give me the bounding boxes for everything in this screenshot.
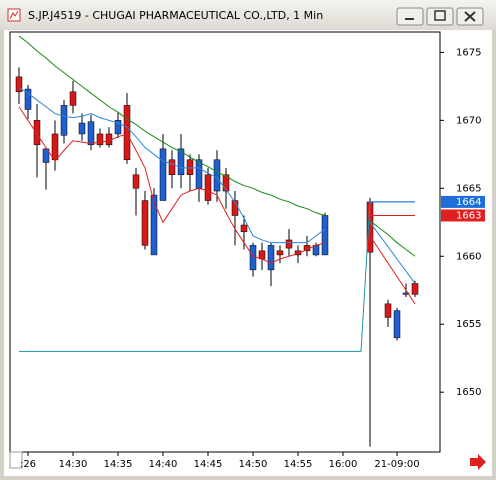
y-tick-label: 1650 (456, 387, 481, 398)
candle-body (213, 159, 221, 192)
candle-body (141, 200, 149, 246)
candle-body (159, 148, 167, 201)
candle-body (42, 148, 50, 163)
x-tick-label: 14:35 (104, 459, 133, 470)
x-tick-label: 14:50 (239, 459, 268, 470)
window-title: S.JP.J4519 - CHUGAI PHARMACEUTICAL CO.,L… (28, 9, 323, 22)
candle-body (177, 148, 185, 175)
y-tick-label: 1660 (456, 251, 481, 262)
candle-body (294, 250, 302, 256)
candle-body (267, 245, 275, 271)
candle-body (114, 120, 122, 135)
x-tick-label: 14:40 (149, 459, 178, 470)
candle-body (15, 76, 23, 93)
candle-body (384, 303, 392, 318)
candle-body (276, 250, 284, 256)
candle-body (411, 283, 419, 295)
candle-body (240, 224, 248, 233)
app-icon-glyph (9, 10, 19, 20)
x-tick-label: 21-09:00 (374, 459, 419, 470)
y-tick-label: 1675 (456, 47, 481, 58)
maximize-button[interactable] (426, 7, 454, 26)
candle-body (123, 105, 131, 161)
candle-body (60, 105, 68, 136)
candle-body (393, 310, 401, 339)
candle-body (204, 174, 212, 201)
candle-body (150, 194, 158, 256)
price-tag (441, 195, 485, 208)
x-tick-label: 16:00 (329, 459, 358, 470)
x-tick-label: 14:45 (194, 459, 223, 470)
line-series (18, 106, 416, 305)
scroll-box[interactable] (9, 451, 23, 469)
candle-body (249, 245, 257, 271)
price-tag-label: 1664 (456, 197, 481, 208)
candle-body (132, 174, 140, 189)
candle-body (33, 120, 41, 146)
candle-body (285, 239, 293, 249)
x-tick-label: 14:30 (59, 459, 88, 470)
candle-body (222, 174, 230, 192)
candle-body (186, 159, 194, 175)
line-series (18, 87, 416, 284)
candle-body (87, 121, 95, 146)
candle-body (96, 133, 104, 146)
candle-body (24, 88, 32, 110)
scroll-arrow[interactable] (470, 454, 486, 470)
candle-body (195, 159, 203, 189)
price-tag (441, 209, 485, 222)
candle-body (51, 133, 59, 161)
y-tick-label: 1665 (456, 183, 481, 194)
x-tick-label: 14:55 (284, 459, 313, 470)
candle-body (258, 250, 266, 260)
minimize-button[interactable] (396, 7, 424, 26)
y-tick-label: 1655 (456, 319, 481, 330)
price-tag-label: 1663 (456, 210, 481, 221)
y-tick-label: 1670 (456, 115, 481, 126)
candle-body (402, 292, 410, 295)
candle-body (69, 91, 77, 106)
candle-body (321, 215, 329, 256)
candle-body (168, 159, 176, 175)
line-series (18, 35, 416, 257)
candle-body (78, 122, 86, 135)
close-button[interactable] (456, 7, 484, 26)
x-tick-label: :26 (20, 459, 36, 470)
line-series (19, 201, 415, 352)
